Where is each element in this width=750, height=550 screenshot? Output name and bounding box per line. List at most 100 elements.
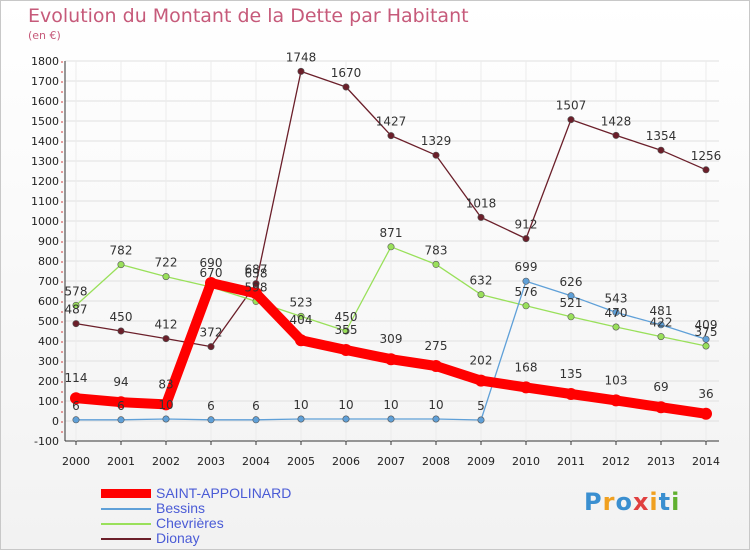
data-label-dionay: 412 [155,318,178,332]
data-point-saint-appolinard [205,277,217,289]
data-label-bessins: 699 [515,260,538,274]
data-label-dionay: 687 [245,263,268,277]
data-point-bessins [477,416,485,424]
x-tick-label: 2008 [422,455,450,468]
x-tick-label: 2005 [287,455,315,468]
data-point-bessins [117,416,125,424]
proxiti-logo: Proxiti [584,488,680,516]
y-tick-label: 1300 [31,155,59,168]
data-point-saint-appolinard [475,374,487,387]
legend-swatch [101,508,151,510]
x-tick-label: 2010 [512,455,540,468]
y-tick-label: 600 [38,295,59,308]
x-tick-label: 2009 [467,455,495,468]
y-tick-label: 500 [38,315,59,328]
data-label-saint-appolinard: 36 [698,387,713,401]
logo-letter: P [584,488,603,516]
data-label-saint-appolinard: 355 [335,323,358,337]
data-point-bessins [657,321,665,329]
data-point-dionay [567,116,575,124]
y-tick-label: 1000 [31,215,59,228]
data-label-chevri-res: 576 [515,285,538,299]
legend-swatch [101,489,151,498]
data-point-chevri-res [522,302,530,310]
data-label-chevri-res: 782 [110,244,133,258]
logo-letter: i [649,488,659,516]
data-point-bessins [567,292,575,300]
data-point-saint-appolinard [430,360,442,372]
data-label-bessins: 543 [605,291,628,305]
legend-label: Chevrières [156,515,224,531]
data-point-bessins [612,308,620,316]
data-label-saint-appolinard: 202 [470,354,493,368]
data-label-bessins: 481 [650,304,673,318]
legend-label: Bessins [156,500,206,516]
data-point-saint-appolinard [610,394,622,407]
data-point-bessins [162,415,170,423]
data-label-saint-appolinard: 690 [200,256,223,270]
x-tick-label: 2002 [152,455,180,468]
data-point-chevri-res [612,323,620,331]
data-point-dionay [72,320,80,328]
data-point-dionay [207,343,215,351]
data-label-bessins: 10 [338,398,353,412]
data-label-bessins: 409 [695,318,718,332]
data-label-saint-appolinard: 69 [653,380,668,394]
data-label-bessins: 10 [383,398,398,412]
data-point-chevri-res [432,260,440,268]
legend-swatch [101,538,151,540]
data-label-chevri-res: 422 [650,316,673,330]
data-point-chevri-res [342,327,350,335]
data-label-dionay: 487 [65,303,88,317]
data-label-dionay: 1428 [601,114,632,128]
data-point-chevri-res [162,273,170,281]
y-tick-label: 400 [38,335,59,348]
data-point-chevri-res [702,342,710,350]
data-point-saint-appolinard [70,392,82,405]
logo-letter: i [671,488,681,516]
y-axis-unit: (en €) [28,29,61,42]
data-label-chevri-res: 598 [245,280,268,294]
data-point-bessins [207,416,215,424]
data-point-dionay [657,146,665,154]
y-tick-label: 0 [52,415,59,428]
data-point-dionay [612,131,620,139]
data-point-dionay [117,327,125,335]
data-label-chevri-res: 578 [65,284,88,298]
y-tick-label: 1400 [31,135,59,148]
data-point-saint-appolinard [250,287,262,300]
data-label-chevri-res: 521 [560,296,583,310]
x-tick-label: 2007 [377,455,405,468]
data-label-chevri-res: 670 [200,266,223,280]
data-point-saint-appolinard [160,398,172,411]
x-tick-label: 2004 [242,455,270,468]
data-point-dionay [432,151,440,159]
data-point-dionay [252,280,260,288]
data-label-dionay: 1670 [331,66,362,80]
legend-label: Dionay [156,530,200,546]
data-label-saint-appolinard: 404 [290,313,313,327]
series-lines [70,67,712,424]
x-tick-label: 2003 [197,455,225,468]
x-tick-label: 2011 [557,455,585,468]
data-point-saint-appolinard [340,344,352,356]
chart-title: Evolution du Montant de la Dette par Hab… [28,5,469,27]
data-label-bessins: 6 [252,399,260,413]
data-point-saint-appolinard [520,381,532,394]
y-tick-label: 1700 [31,75,59,88]
data-label-dionay: 372 [200,326,223,340]
data-point-bessins [297,415,305,423]
data-point-dionay [522,235,530,243]
data-point-chevri-res [297,312,305,320]
data-label-dionay: 1354 [646,129,677,143]
y-tick-label: 700 [38,275,59,288]
data-label-chevri-res: 375 [695,325,718,339]
data-label-dionay: 1427 [376,115,407,129]
data-label-saint-appolinard: 83 [158,377,173,391]
data-point-bessins [252,416,260,424]
grid-and-axes: -100 0 100 200 300 400 500 600 700 800 900 1000 1100… [31,55,720,468]
data-point-saint-appolinard [565,388,577,400]
data-label-chevri-res: 722 [155,256,178,270]
